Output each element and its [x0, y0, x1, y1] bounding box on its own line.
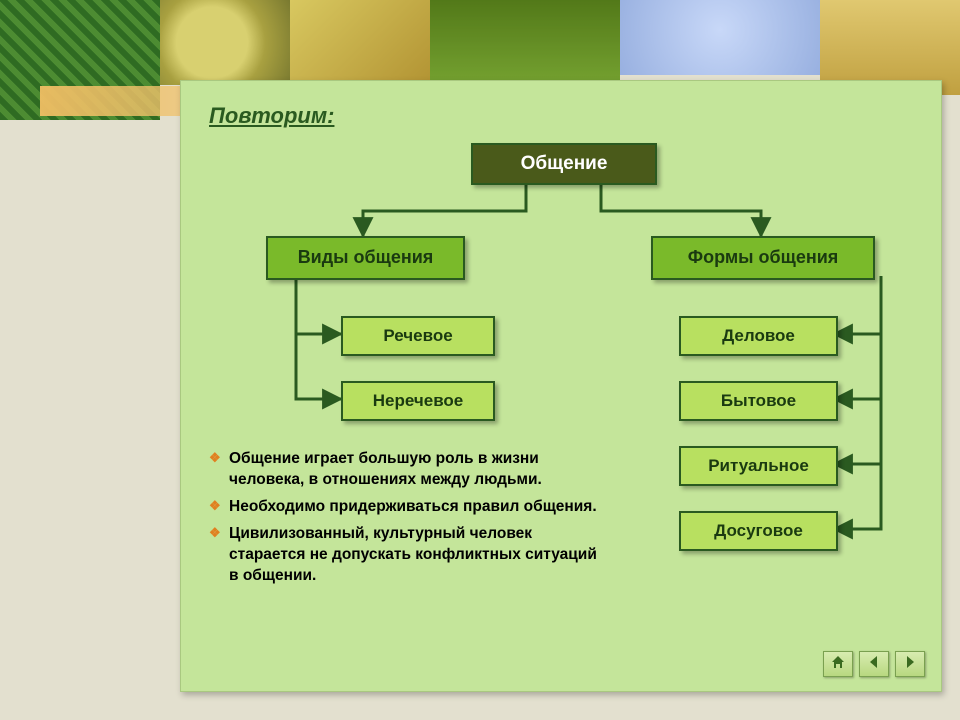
leaf-dosugovoe: Досуговое — [679, 511, 838, 551]
leaf-delovoe: Деловое — [679, 316, 838, 356]
leaf-ritualnoe: Ритуальное — [679, 446, 838, 486]
home-icon — [830, 654, 846, 675]
leaf-label: Ритуальное — [708, 457, 809, 476]
node-vidy: Виды общения — [266, 236, 465, 280]
node-root: Общение — [471, 143, 657, 185]
bullet-list: Общение играет большую роль в жизни чело… — [209, 449, 609, 593]
nav-controls — [823, 651, 925, 677]
leaf-label: Деловое — [722, 327, 795, 346]
home-button[interactable] — [823, 651, 853, 677]
bullet-item: Необходимо придерживаться правил общения… — [209, 497, 609, 518]
leaf-label: Речевое — [383, 327, 452, 346]
bullet-text: Необходимо придерживаться правил общения… — [229, 498, 597, 515]
node-root-label: Общение — [521, 154, 608, 175]
bullet-item: Цивилизованный, культурный человек стара… — [209, 524, 609, 587]
bullet-text: Общение играет большую роль в жизни чело… — [229, 450, 542, 488]
leaf-rechevoe: Речевое — [341, 316, 495, 356]
prev-button[interactable] — [859, 651, 889, 677]
page: ▶▶▶▶ Повторим: — [0, 0, 960, 720]
leaf-label: Неречевое — [373, 392, 464, 411]
leaf-nerechevoe: Неречевое — [341, 381, 495, 421]
next-button[interactable] — [895, 651, 925, 677]
slide-title: Повторим: — [209, 103, 334, 129]
node-formy-label: Формы общения — [688, 248, 839, 268]
leaf-bytovoe: Бытовое — [679, 381, 838, 421]
slide-panel: Повторим: Общени — [180, 80, 942, 692]
node-vidy-label: Виды общения — [298, 248, 434, 268]
arrow-right-icon — [902, 654, 918, 675]
leaf-label: Досуговое — [714, 522, 803, 541]
arrow-left-icon — [866, 654, 882, 675]
bullet-text: Цивилизованный, культурный человек стара… — [229, 525, 597, 584]
bullet-item: Общение играет большую роль в жизни чело… — [209, 449, 609, 491]
leaf-label: Бытовое — [721, 392, 796, 411]
node-formy: Формы общения — [651, 236, 875, 280]
